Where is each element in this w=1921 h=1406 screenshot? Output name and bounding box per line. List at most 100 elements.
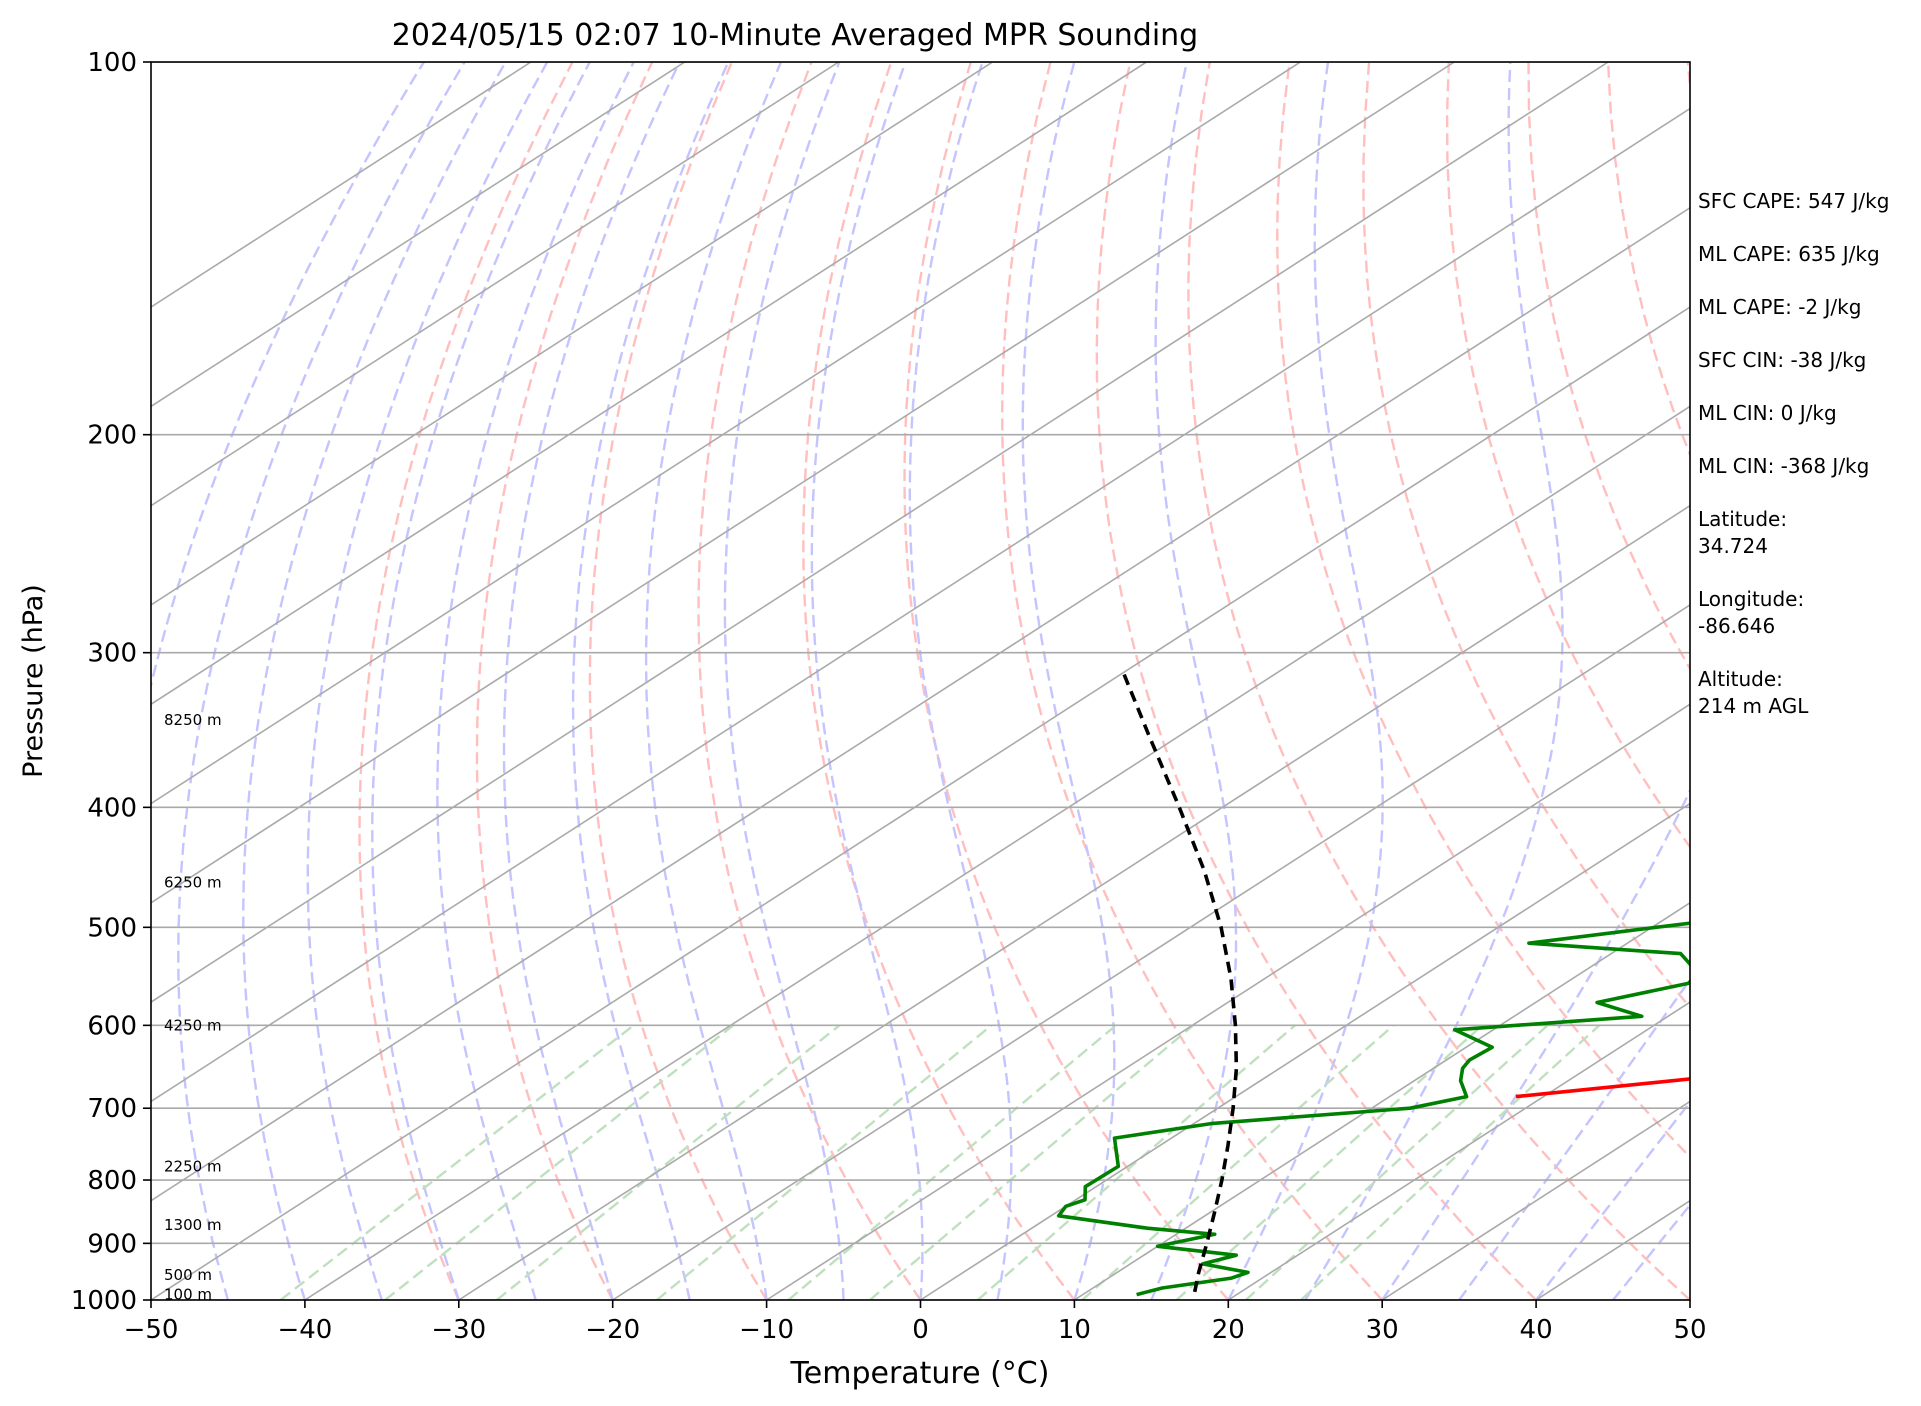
- isotherm: [151, 62, 1301, 805]
- dewpoint-line: [1056, 921, 1690, 1297]
- y-tick-label: 200: [87, 421, 137, 451]
- isotherm: [151, 62, 532, 309]
- height-label: 8250 m: [164, 711, 222, 729]
- y-tick-label: 500: [87, 913, 137, 943]
- moist-adiabat: [1304, 62, 1564, 1300]
- x-axis-label: Temperature (°C): [790, 1356, 1050, 1391]
- stat-value: 214 m AGL: [1698, 694, 1809, 718]
- mixing-ratio-line: [279, 1024, 635, 1300]
- mixing-ratio-line: [384, 1024, 734, 1300]
- stat-label: ML CAPE: 635 J/kg: [1698, 242, 1880, 266]
- height-label: 4250 m: [164, 1016, 222, 1034]
- mixing-ratio-line: [1175, 1024, 1484, 1300]
- isotherm: [151, 306, 1690, 1300]
- x-tick-label: −50: [124, 1315, 179, 1345]
- y-tick-label: 400: [87, 793, 137, 823]
- height-label: 6250 m: [164, 873, 222, 891]
- height-labels: 100 m 500 m 1300 m 2250 m 4250 m 6250 m 8250 m: [164, 711, 222, 1304]
- moist-adiabat: [1535, 1100, 1690, 1300]
- x-tick-label: 20: [1212, 1315, 1245, 1345]
- mixing-ratio-line: [787, 1024, 1117, 1300]
- dry-adiabat: [697, 62, 922, 1300]
- isotherm: [151, 62, 1609, 1004]
- moist-adiabat: [1612, 1203, 1690, 1300]
- mixing-ratio-line: [977, 1024, 1296, 1300]
- temperature-line: [1515, 1077, 1690, 1099]
- isotherm: [766, 703, 1690, 1300]
- moist-adiabat: [502, 62, 681, 1300]
- stat-label: SFC CIN: -38 J/kg: [1698, 348, 1866, 372]
- isotherm: [151, 206, 1690, 1202]
- x-tick-label: −40: [277, 1315, 332, 1345]
- dry-adiabat: [1275, 62, 1690, 1159]
- height-label: 500 m: [164, 1266, 212, 1284]
- dry-adiabat: [1095, 62, 1537, 1300]
- x-tick-label: 40: [1520, 1315, 1553, 1345]
- y-axis-label: Pressure (hPa): [18, 584, 49, 778]
- isotherm: [151, 62, 1147, 706]
- dry-adiabat: [1527, 62, 1690, 672]
- isotherm: [920, 802, 1690, 1300]
- stat-value: -86.646: [1698, 614, 1775, 638]
- moist-adiabat: [723, 62, 845, 1300]
- moist-adiabat: [371, 62, 591, 1300]
- height-label: 100 m: [164, 1286, 212, 1304]
- moist-adiabat: [151, 62, 425, 1300]
- y-tick-label: 300: [87, 639, 137, 669]
- stat-label: Latitude:: [1698, 507, 1787, 531]
- y-tick-label: 1000: [71, 1286, 137, 1316]
- stat-label: ML CIN: -368 J/kg: [1698, 454, 1869, 478]
- stat-label: SFC CAPE: 547 J/kg: [1698, 189, 1889, 213]
- stat-label: ML CAPE: -2 J/kg: [1698, 295, 1861, 319]
- chart-title: 2024/05/15 02:07 10-Minute Averaged MPR …: [392, 18, 1198, 53]
- x-axis: −50 −40 −30 −20 −10 0 10 20 30 40 50: [124, 1300, 1707, 1345]
- x-tick-label: 0: [912, 1315, 929, 1345]
- y-tick-label: 100: [87, 48, 137, 78]
- isotherm: [151, 62, 994, 606]
- moist-adiabat: [1227, 62, 1384, 1300]
- moist-adiabat: [810, 62, 924, 1300]
- stat-label: Altitude:: [1698, 667, 1783, 691]
- isotherm: [151, 107, 1690, 1103]
- moist-adiabat: [1381, 787, 1690, 1300]
- x-tick-label: 30: [1366, 1315, 1399, 1345]
- moist-adiabat: [436, 62, 635, 1300]
- stat-label: ML CIN: 0 J/kg: [1698, 401, 1837, 425]
- isotherm: [1073, 901, 1690, 1300]
- dry-adiabat: [903, 62, 1230, 1300]
- moist-adiabat: [177, 62, 466, 1300]
- background-lines: [151, 62, 1690, 1300]
- x-tick-label: 10: [1058, 1315, 1091, 1345]
- isotherm: [304, 405, 1690, 1300]
- stat-value: 34.724: [1698, 534, 1768, 558]
- stat-label: Longitude:: [1698, 587, 1804, 611]
- dry-adiabat: [1000, 62, 1384, 1300]
- dry-adiabat: [358, 62, 574, 1300]
- dry-adiabat: [802, 62, 1076, 1300]
- moist-adiabat: [1150, 62, 1238, 1300]
- isotherm: [612, 604, 1690, 1300]
- y-tick-label: 900: [87, 1229, 137, 1259]
- isotherm: [458, 504, 1690, 1300]
- plot-frame: [150, 61, 1691, 1301]
- dry-adiabat: [475, 62, 654, 1300]
- y-tick-label: 600: [87, 1011, 137, 1041]
- x-tick-label: −10: [739, 1315, 794, 1345]
- parcel-path: [1120, 669, 1239, 1293]
- moist-adiabat: [1458, 977, 1690, 1300]
- sounding-stats: SFC CAPE: 547 J/kg ML CAPE: 635 J/kg ML CA…: [1698, 189, 1889, 718]
- x-tick-label: −20: [585, 1315, 640, 1345]
- isotherm: [151, 62, 1455, 904]
- x-tick-label: −30: [431, 1315, 486, 1345]
- moist-adiabat: [644, 62, 783, 1300]
- moist-adiabat: [306, 62, 549, 1300]
- isotherm: [151, 62, 686, 408]
- series-layer: [1056, 669, 1690, 1297]
- isotherm: [151, 62, 840, 507]
- height-label: 2250 m: [164, 1157, 222, 1175]
- height-label: 1300 m: [164, 1216, 222, 1234]
- y-axis: 100 200 300 400 500 600 700 800 900 1000: [71, 48, 151, 1316]
- y-tick-label: 800: [87, 1166, 137, 1196]
- mixing-ratio-line: [1300, 1024, 1601, 1300]
- dry-adiabat: [588, 62, 768, 1300]
